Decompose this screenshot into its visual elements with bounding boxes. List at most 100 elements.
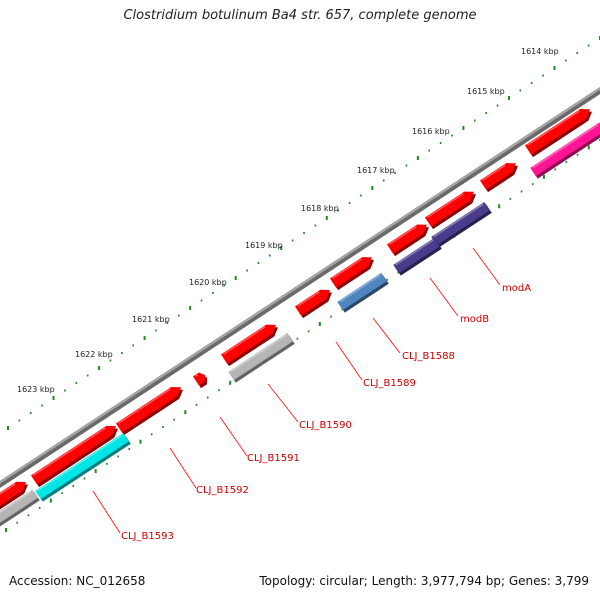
- scale-dot: [428, 149, 431, 152]
- scale-dot: [41, 404, 43, 407]
- cds-feature-5-body: [329, 257, 372, 288]
- scale-dot: [212, 292, 214, 294]
- scale-dot: [121, 352, 123, 354]
- leader-line-clj-b1588: [372, 317, 401, 354]
- scale-dot: [397, 271, 400, 274]
- scale-dot: [139, 439, 142, 444]
- scale-label-1616: 1616 kbp: [412, 127, 450, 136]
- scale-dot: [318, 321, 321, 326]
- scale-label-1621: 1621 kbp: [132, 315, 170, 324]
- scale-dot: [542, 74, 544, 77]
- scale-label-1617: 1617 kbp: [357, 166, 395, 175]
- cds-feature-3[interactable]: [424, 191, 476, 230]
- gene-feature-clj-b1588-highlight: [339, 274, 381, 303]
- leader-line-clj-b1590: [267, 383, 299, 423]
- gene-feature-modB[interactable]: [393, 237, 442, 276]
- gene-feature-modB-highlight: [395, 239, 434, 266]
- gene-feature-edge-highlight: [0, 491, 32, 514]
- cds-feature-2[interactable]: [479, 163, 518, 193]
- scale-dot: [218, 389, 220, 392]
- gene-label-modB[interactable]: modB: [460, 314, 489, 325]
- cds-feature-6-body: [294, 289, 330, 316]
- gene-label-clj-b1592[interactable]: CLJ_B1592: [196, 485, 249, 496]
- scale-dot: [5, 528, 7, 532]
- accession-label: Accession: NC_012658: [9, 574, 146, 588]
- gene-feature-modA-partner[interactable]: [530, 122, 600, 179]
- gene-label-clj-b1591[interactable]: CLJ_B1591: [247, 453, 300, 464]
- scale-dot: [49, 498, 52, 503]
- gene-feature-modA-highlight: [433, 203, 484, 238]
- cds-feature-11[interactable]: [0, 481, 28, 510]
- gene-feature-clj-b1593-highlight: [37, 434, 123, 492]
- gene-feature-clj-b1590-body: [228, 333, 293, 381]
- scale-dot: [498, 204, 501, 209]
- gene-label-clj-b1590[interactable]: CLJ_B1590: [299, 420, 352, 431]
- cds-feature-7-body: [220, 324, 276, 364]
- gene-labels: modA modB CLJ_B1588 CLJ_B1589 CLJ_B1590 …: [121, 283, 531, 542]
- scale-dot: [360, 194, 362, 197]
- scale-dot: [155, 329, 157, 332]
- cds-feature-8[interactable]: [192, 372, 207, 389]
- cds-feature-4-body: [386, 224, 427, 254]
- leader-line-clj-b1591: [219, 416, 248, 457]
- scale-dot: [337, 209, 339, 212]
- cds-feature-6[interactable]: [294, 289, 332, 319]
- cds-feature-9[interactable]: [115, 387, 183, 436]
- scale-dot: [223, 284, 226, 287]
- scale-dot: [314, 224, 317, 227]
- leader-line-clj-b1589: [335, 341, 363, 381]
- scale-dot: [576, 52, 579, 54]
- cds-feature-2-highlight: [481, 164, 506, 181]
- scale-label-1620: 1620 kbp: [189, 278, 227, 287]
- gene-feature-modA[interactable]: [431, 202, 492, 248]
- gene-label-clj-b1589[interactable]: CLJ_B1589: [363, 378, 416, 389]
- scale-dot: [18, 419, 21, 422]
- scale-dot: [166, 322, 169, 324]
- scale-dot: [117, 455, 119, 458]
- scale-dot: [325, 216, 328, 220]
- scale-dot: [386, 278, 388, 281]
- cds-feature-4[interactable]: [386, 224, 429, 257]
- scale-dot: [184, 410, 187, 415]
- gene-feature-clj-b1588[interactable]: [337, 272, 389, 313]
- scale-dot: [173, 418, 175, 421]
- scale-dot: [576, 153, 579, 156]
- gene-label-clj-b1593[interactable]: CLJ_B1593: [121, 531, 174, 542]
- scale-dot: [234, 276, 237, 280]
- cds-feature-5[interactable]: [329, 257, 374, 291]
- gene-label-clj-b1588[interactable]: CLJ_B1588: [402, 351, 455, 362]
- gene-label-modA[interactable]: modA: [502, 283, 531, 294]
- gene-feature-clj-b1590[interactable]: [228, 333, 295, 383]
- cds-feature-2-body: [479, 163, 516, 190]
- gene-feature-modA-partner-body: [530, 122, 600, 177]
- gene-feature-clj-b1593[interactable]: [35, 433, 131, 502]
- cds-feature-11-highlight: [0, 483, 16, 495]
- cds-feature-10-highlight: [32, 427, 106, 476]
- scale-dot: [587, 145, 590, 150]
- scale-dot: [565, 161, 568, 164]
- feature-bars: [0, 109, 600, 529]
- gene-label-lines: [92, 247, 501, 534]
- gene-feature-modA-body: [431, 202, 490, 246]
- cds-feature-7[interactable]: [220, 324, 278, 367]
- gene-feature-modB-body: [393, 237, 440, 274]
- scale-dot: [519, 89, 522, 92]
- gene-feature-edge[interactable]: [0, 489, 40, 529]
- scale-dot: [330, 315, 332, 318]
- cds-feature-6-highlight: [296, 291, 320, 307]
- inner-scale-dots: [5, 139, 600, 532]
- scale-dot: [507, 96, 510, 100]
- cds-feature-1[interactable]: [524, 109, 592, 158]
- scale-label-1623: 1623 kbp: [17, 385, 55, 394]
- scale-label-1622: 1622 kbp: [75, 350, 113, 359]
- cds-feature-10[interactable]: [30, 425, 118, 488]
- cds-feature-1-highlight: [526, 110, 580, 146]
- scale-dot: [530, 82, 533, 84]
- gene-feature-edge-body: [0, 489, 38, 523]
- scale-dot: [485, 112, 487, 114]
- scale-dot: [280, 246, 283, 250]
- scale-dot: [132, 344, 135, 347]
- scale-dot: [128, 448, 131, 451]
